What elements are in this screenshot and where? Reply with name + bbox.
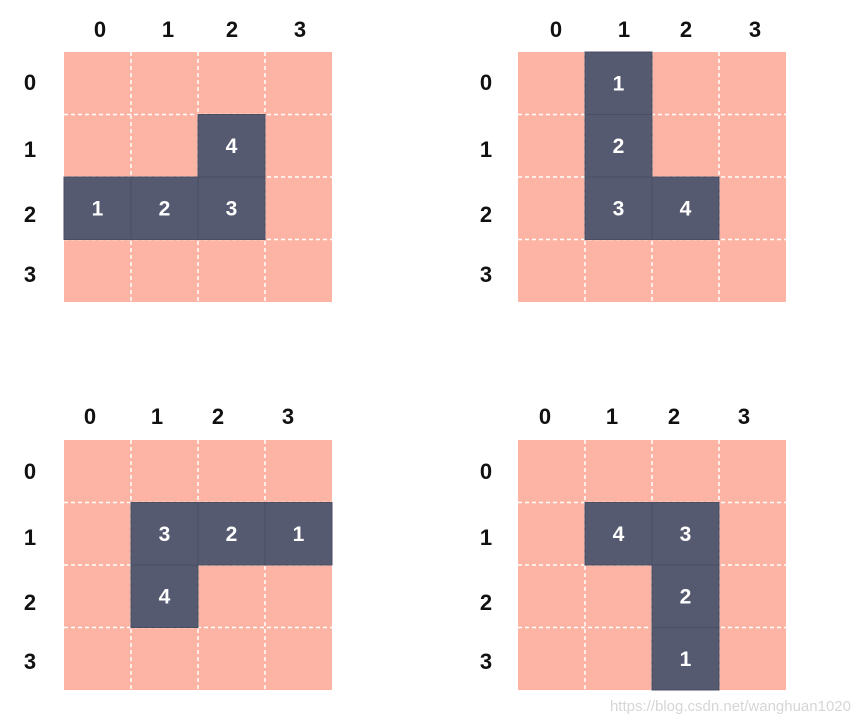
row-label: 3: [24, 649, 36, 674]
block-number: 3: [159, 523, 171, 546]
row-label: 0: [24, 459, 36, 484]
column-label: 2: [212, 404, 224, 429]
block-number: 1: [680, 648, 692, 671]
column-label: 3: [282, 404, 294, 429]
block-number: 1: [92, 197, 104, 220]
column-label: 0: [539, 404, 551, 429]
tetromino-block: [130, 176, 199, 240]
block-number: 4: [226, 135, 238, 158]
block-number: 2: [159, 197, 171, 220]
row-label: 1: [480, 137, 492, 162]
row-label: 2: [24, 590, 36, 615]
tetromino-block: [197, 114, 266, 178]
tetromino-block: [63, 176, 132, 240]
column-label: 0: [94, 17, 106, 42]
tetromino-block: [584, 176, 653, 240]
column-label: 0: [84, 404, 96, 429]
tetromino-block: [584, 51, 653, 115]
row-label: 1: [24, 525, 36, 550]
column-label: 2: [226, 17, 238, 42]
grid-1: 1 2 3 4 0 1 2 3 0 1 2 3: [24, 17, 332, 302]
row-label: 2: [480, 202, 492, 227]
column-label: 1: [151, 404, 163, 429]
block-number: 2: [226, 523, 238, 546]
block-number: 3: [680, 523, 692, 546]
block-number: 2: [613, 135, 625, 158]
row-label: 2: [24, 202, 36, 227]
tetromino-block: [651, 176, 720, 240]
column-label: 2: [668, 404, 680, 429]
column-label: 2: [680, 17, 692, 42]
column-label: 1: [162, 17, 174, 42]
column-label: 1: [618, 17, 630, 42]
block-number: 4: [613, 523, 625, 546]
column-label: 1: [606, 404, 618, 429]
tetromino-block: [584, 502, 653, 566]
tetromino-block: [130, 502, 199, 566]
tetromino-block: [130, 564, 199, 628]
tetromino-block: [651, 564, 720, 628]
watermark-text: https://blog.csdn.net/wanghuan1020: [609, 698, 851, 715]
block-number: 4: [159, 585, 171, 608]
block-number: 4: [680, 197, 692, 220]
tetromino-block: [651, 502, 720, 566]
row-label: 3: [480, 262, 492, 287]
block-number: 1: [613, 72, 625, 95]
grid-2: 1 2 3 4 0 1 2 3 0 1 2 3: [480, 17, 786, 302]
row-label: 0: [480, 459, 492, 484]
tetromino-block: [197, 502, 266, 566]
grid-3: 1 2 3 4 0 1 2 3 0 1 2 3: [24, 404, 333, 690]
row-label: 0: [480, 70, 492, 95]
row-label: 3: [480, 649, 492, 674]
column-label: 0: [550, 17, 562, 42]
column-label: 3: [738, 404, 750, 429]
row-label: 2: [480, 590, 492, 615]
grid-4: 1 2 3 4 0 1 2 3 0 1 2 3: [480, 404, 786, 691]
block-number: 1: [293, 523, 305, 546]
block-number: 3: [613, 197, 625, 220]
tetromino-block: [584, 114, 653, 178]
column-label: 3: [749, 17, 761, 42]
column-label: 3: [294, 17, 306, 42]
tetromino-block: [264, 502, 333, 566]
row-label: 1: [480, 525, 492, 550]
row-label: 0: [24, 70, 36, 95]
row-label: 1: [24, 137, 36, 162]
tetromino-block: [651, 627, 720, 691]
block-number: 2: [680, 585, 692, 608]
row-label: 3: [24, 262, 36, 287]
block-number: 3: [226, 197, 238, 220]
